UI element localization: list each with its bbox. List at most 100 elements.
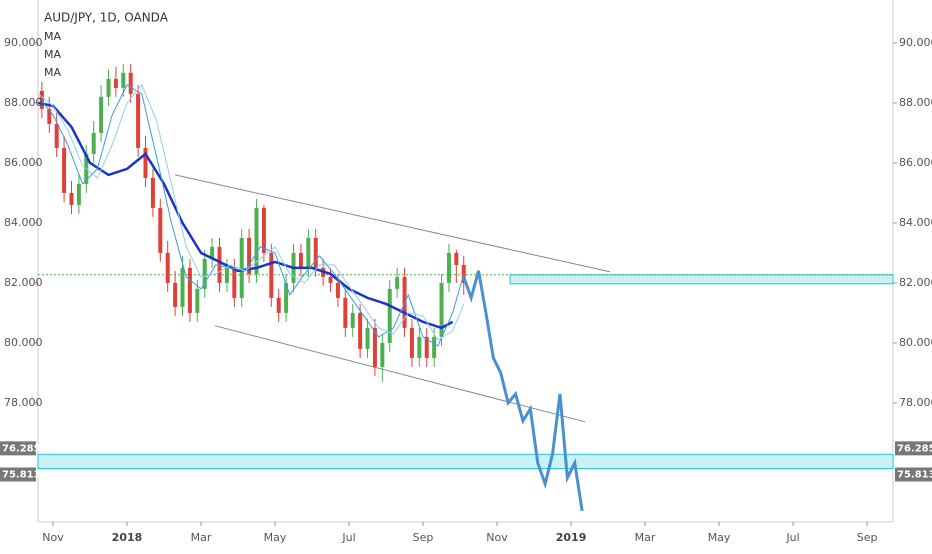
candle-body bbox=[158, 207, 163, 253]
zone bbox=[37, 453, 894, 470]
y-tick-label: 84.000 bbox=[899, 216, 932, 229]
x-tick-label: 2018 bbox=[112, 531, 143, 544]
price-label-bg bbox=[0, 467, 36, 482]
candle-body bbox=[143, 147, 148, 178]
candle-body bbox=[261, 207, 266, 253]
candle-body bbox=[432, 336, 437, 358]
candle-body bbox=[254, 207, 259, 274]
x-tick-label: Mar bbox=[191, 531, 212, 544]
candle-body bbox=[76, 183, 81, 205]
trendline bbox=[214, 325, 586, 423]
candle-body bbox=[121, 72, 126, 88]
x-tick-label: Sep bbox=[857, 531, 878, 544]
y-tick-label: 80.000 bbox=[4, 336, 43, 349]
candle-body bbox=[47, 108, 52, 124]
candle-body bbox=[372, 327, 377, 367]
candle-body bbox=[202, 258, 207, 289]
candle-body bbox=[106, 78, 111, 97]
candle-body bbox=[210, 246, 215, 259]
y-tick-label: 84.000 bbox=[4, 216, 43, 229]
price-label: 76.285 bbox=[2, 443, 41, 454]
candle-body bbox=[62, 147, 67, 193]
price-label-bg bbox=[0, 441, 36, 456]
candle-body bbox=[128, 72, 133, 94]
price-label: 75.813 bbox=[897, 470, 932, 481]
candle-body bbox=[365, 327, 370, 349]
y-tick-label: 90.000 bbox=[4, 36, 43, 49]
candle-body bbox=[417, 336, 422, 358]
x-tick-label: 2019 bbox=[556, 531, 587, 544]
candle-body bbox=[54, 123, 59, 148]
candle-body bbox=[424, 336, 429, 358]
moving-average bbox=[37, 83, 465, 341]
candle-body bbox=[269, 252, 274, 298]
x-tick-label: Sep bbox=[413, 531, 434, 544]
y-tick-label: 80.000 bbox=[899, 336, 932, 349]
candle-body bbox=[39, 90, 44, 109]
candle-body bbox=[343, 297, 348, 328]
candle-body bbox=[276, 297, 281, 313]
x-tick-label: Mar bbox=[635, 531, 656, 544]
y-tick-label: 86.000 bbox=[899, 156, 932, 169]
candle-body bbox=[350, 312, 355, 328]
y-tick-label: 82.000 bbox=[4, 276, 43, 289]
candle-body bbox=[165, 252, 170, 283]
price-label: 75.813 bbox=[2, 470, 41, 481]
candle-body bbox=[446, 252, 451, 283]
y-tick-label: 82.000 bbox=[899, 276, 932, 289]
y-tick-label: 88.000 bbox=[4, 96, 43, 109]
candle-body bbox=[387, 288, 392, 343]
candle-body bbox=[313, 237, 318, 268]
candle-body bbox=[187, 267, 192, 313]
y-tick-label: 78.000 bbox=[4, 396, 43, 409]
candle-body bbox=[224, 267, 229, 283]
legend-entry: MA bbox=[44, 48, 61, 61]
trendline bbox=[174, 174, 611, 273]
candle-body bbox=[284, 282, 289, 313]
candle-body bbox=[195, 288, 200, 313]
candle-body bbox=[439, 282, 444, 337]
candle-body bbox=[113, 78, 118, 88]
candle-body bbox=[454, 252, 459, 265]
plot bbox=[37, 63, 894, 512]
candle-body bbox=[306, 237, 311, 268]
candle-body bbox=[298, 252, 303, 268]
candle-body bbox=[335, 282, 340, 298]
price-label-bg bbox=[895, 441, 932, 456]
candle-body bbox=[409, 327, 414, 358]
price-label: 76.285 bbox=[897, 443, 932, 454]
zone bbox=[509, 274, 894, 285]
candle-body bbox=[69, 192, 74, 205]
candle-body bbox=[99, 96, 104, 133]
legend-entry: MA bbox=[44, 66, 61, 79]
x-tick-label: Jul bbox=[341, 531, 355, 544]
candle-body bbox=[150, 177, 155, 208]
chart-title: AUD/JPY, 1D, OANDA bbox=[44, 11, 169, 25]
candle-body bbox=[239, 237, 244, 298]
projection bbox=[462, 270, 584, 512]
candle-body bbox=[91, 132, 96, 154]
candle-body bbox=[232, 267, 237, 298]
candle-body bbox=[173, 282, 178, 307]
candle-body bbox=[395, 276, 400, 289]
y-tick-label: 90.000 bbox=[899, 36, 932, 49]
moving-average bbox=[37, 84, 465, 347]
legend-entry: MA bbox=[44, 30, 61, 43]
x-tick-label: Jul bbox=[785, 531, 799, 544]
y-tick-label: 86.000 bbox=[4, 156, 43, 169]
price-label-bg bbox=[895, 467, 932, 482]
candle-body bbox=[380, 342, 385, 367]
candle-body bbox=[217, 246, 222, 283]
x-tick-label: May bbox=[264, 531, 287, 544]
x-tick-label: Nov bbox=[486, 531, 508, 544]
x-tick-label: Nov bbox=[42, 531, 64, 544]
candle-body bbox=[328, 276, 333, 283]
candle-body bbox=[136, 93, 141, 148]
y-tick-label: 88.000 bbox=[899, 96, 932, 109]
candle-body bbox=[180, 267, 185, 307]
x-tick-label: May bbox=[708, 531, 731, 544]
y-tick-label: 78.000 bbox=[899, 396, 932, 409]
candle-body bbox=[358, 312, 363, 349]
candle-body bbox=[247, 237, 252, 274]
